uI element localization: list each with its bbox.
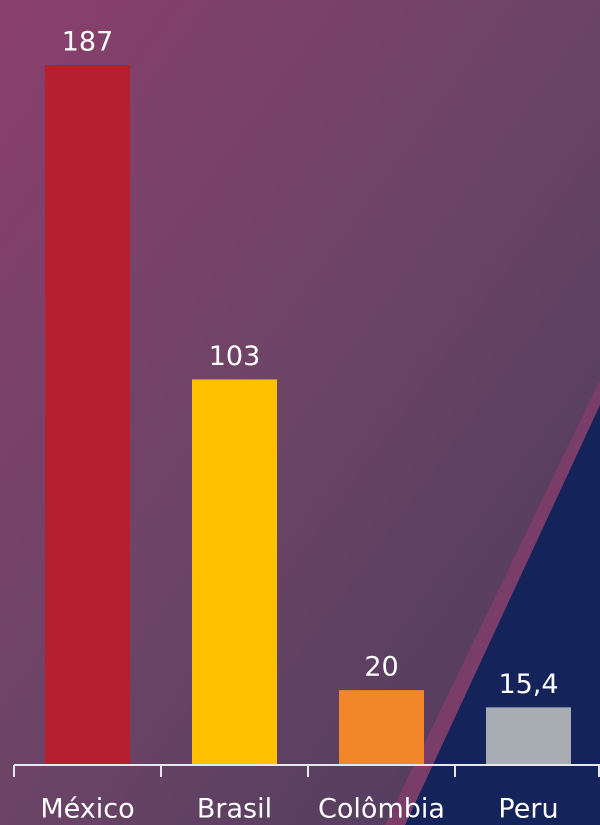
value-label: 103 (209, 341, 261, 372)
bar (192, 379, 277, 765)
value-label: 187 (62, 27, 114, 58)
x-tick-label: México (40, 794, 134, 825)
value-label: 20 (364, 652, 398, 683)
page: 187México103Brasil20Colômbia15,4Peru (()… (0, 0, 600, 825)
value-label: 15,4 (498, 669, 558, 700)
bar (486, 707, 571, 765)
bar (45, 65, 130, 765)
bar (339, 690, 424, 765)
chart: 187 México 103 Brasil 20 Colômbia 15,4 Peru (0, 0, 600, 825)
x-tick-label: Peru (498, 794, 558, 825)
x-tick-label: Brasil (197, 794, 272, 825)
x-tick-label: Colômbia (318, 794, 445, 825)
